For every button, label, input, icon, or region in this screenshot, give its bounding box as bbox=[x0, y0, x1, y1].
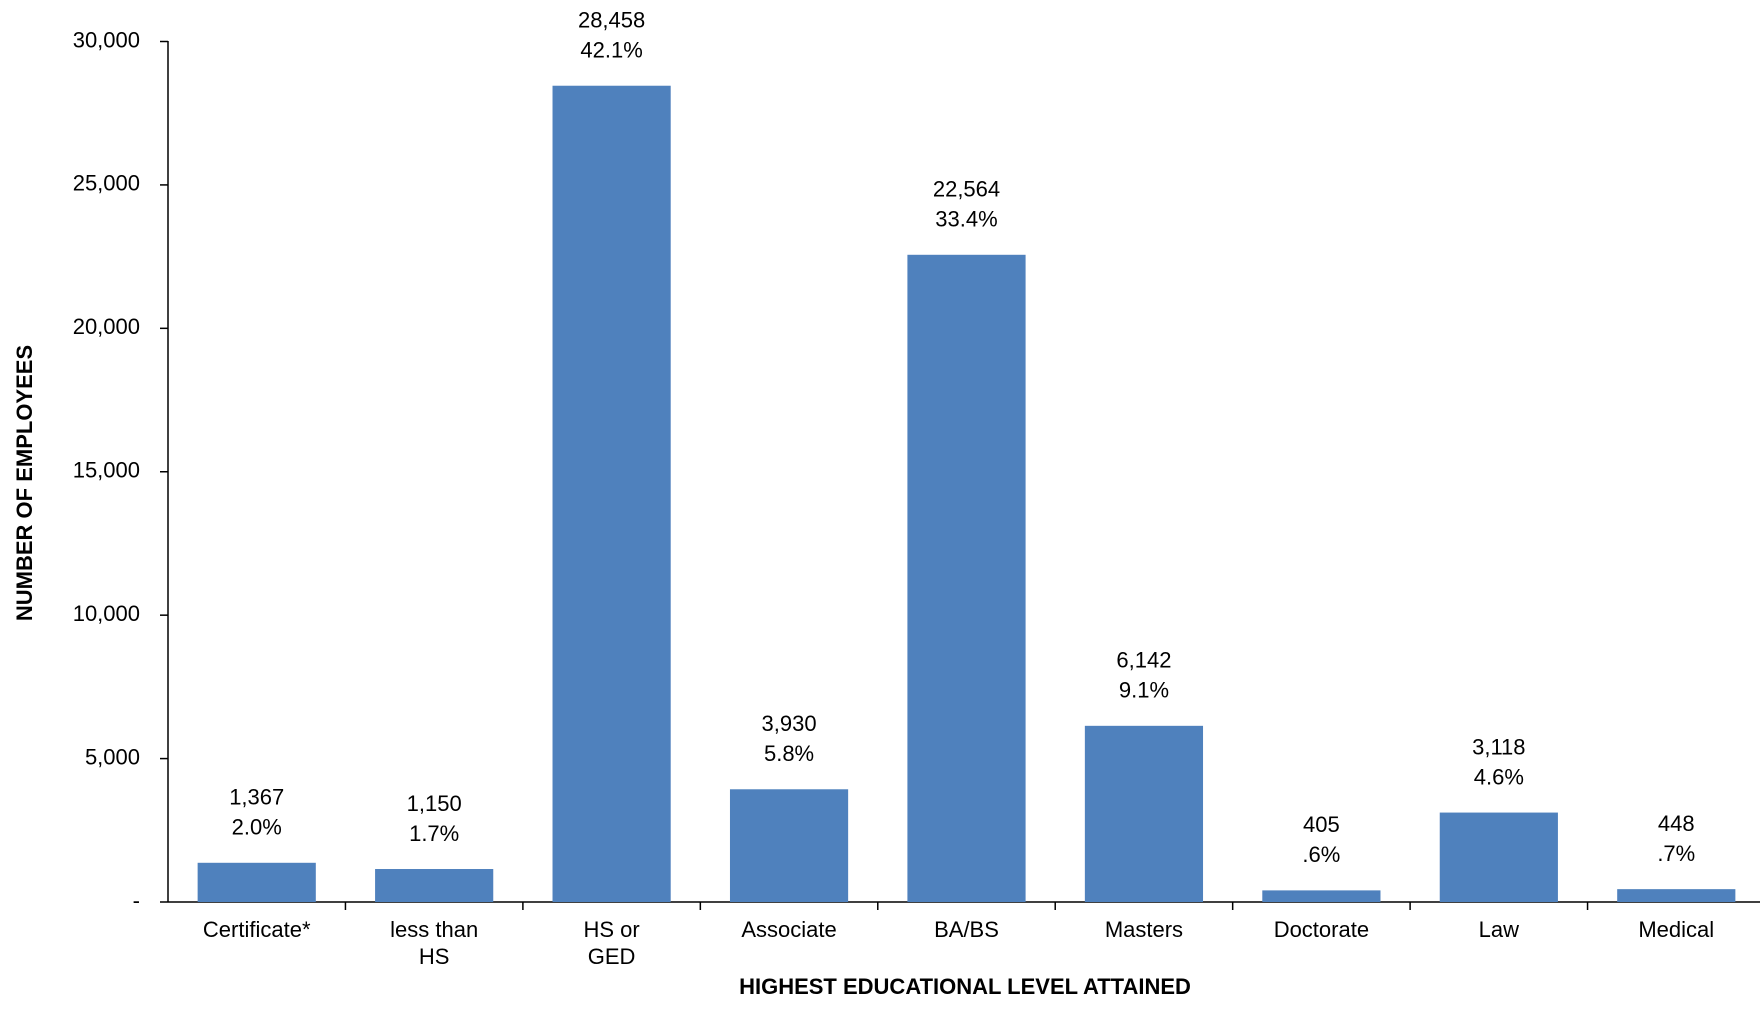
bar bbox=[729, 789, 849, 902]
y-tick-label: 25,000 bbox=[73, 171, 140, 196]
x-tick-label-line: Masters bbox=[1105, 917, 1183, 942]
value-label: 3,118 bbox=[1472, 734, 1525, 759]
x-tick-label-line: Certificate* bbox=[203, 917, 311, 942]
bar bbox=[907, 254, 1026, 903]
value-label: 6,142 bbox=[1116, 648, 1171, 673]
x-tick-label: Associate bbox=[741, 917, 836, 942]
y-tick-label: 30,000 bbox=[73, 27, 140, 52]
x-tick-label: Doctorate bbox=[1274, 917, 1369, 942]
x-tick-label: HS or GED bbox=[583, 917, 639, 969]
x-tick-label: less than HS bbox=[390, 917, 478, 969]
x-tick-label-line: HS bbox=[419, 944, 450, 969]
x-tick-label: Masters bbox=[1105, 917, 1183, 942]
x-tick-label-line: Doctorate bbox=[1274, 917, 1369, 942]
y-tick-label: 20,000 bbox=[73, 314, 140, 339]
share-label: .6% bbox=[1302, 842, 1340, 867]
y-tick-label: - bbox=[133, 888, 140, 913]
x-tick-label: Certificate* bbox=[203, 917, 311, 942]
y-axis-title: NUMBER OF EMPLOYEES bbox=[12, 345, 37, 621]
x-tick-label-line: Associate bbox=[741, 917, 836, 942]
value-label: 448 bbox=[1658, 811, 1695, 836]
share-label: 2.0% bbox=[232, 815, 282, 840]
share-label: 9.1% bbox=[1119, 678, 1169, 703]
value-label: 3,930 bbox=[762, 711, 817, 736]
bar bbox=[1084, 725, 1204, 902]
x-tick-label-line: BA/BS bbox=[934, 917, 999, 942]
share-label: 42.1% bbox=[580, 38, 642, 63]
bar bbox=[1617, 889, 1736, 902]
x-tick-label: Law bbox=[1479, 917, 1519, 942]
share-label: 4.6% bbox=[1474, 764, 1524, 789]
x-tick-label-line: HS or bbox=[583, 917, 639, 942]
y-tick-label: 15,000 bbox=[73, 458, 140, 483]
value-label: 405 bbox=[1303, 812, 1340, 837]
share-label: .7% bbox=[1657, 841, 1695, 866]
x-tick-label: BA/BS bbox=[934, 917, 999, 942]
x-tick-label-line: GED bbox=[588, 944, 636, 969]
value-label: 1,367 bbox=[229, 785, 284, 810]
x-axis-title: HIGHEST EDUCATIONAL LEVEL ATTAINED bbox=[739, 974, 1191, 999]
share-label: 33.4% bbox=[935, 207, 997, 232]
value-label: 28,458 bbox=[578, 8, 645, 33]
value-label: 1,150 bbox=[407, 791, 462, 816]
x-tick-label-line: Law bbox=[1479, 917, 1519, 942]
bar bbox=[552, 85, 671, 903]
x-tick-label: Medical bbox=[1638, 917, 1714, 942]
bar bbox=[1439, 812, 1558, 902]
y-tick-label: 5,000 bbox=[85, 744, 140, 769]
bar bbox=[1262, 890, 1381, 902]
share-label: 1.7% bbox=[409, 821, 459, 846]
x-tick-label-line: less than bbox=[390, 917, 478, 942]
bar bbox=[197, 862, 316, 902]
value-label: 22,564 bbox=[933, 177, 1000, 202]
share-label: 5.8% bbox=[764, 741, 814, 766]
bar bbox=[375, 869, 494, 902]
y-tick-label: 10,000 bbox=[73, 601, 140, 626]
x-tick-label-line: Medical bbox=[1638, 917, 1714, 942]
